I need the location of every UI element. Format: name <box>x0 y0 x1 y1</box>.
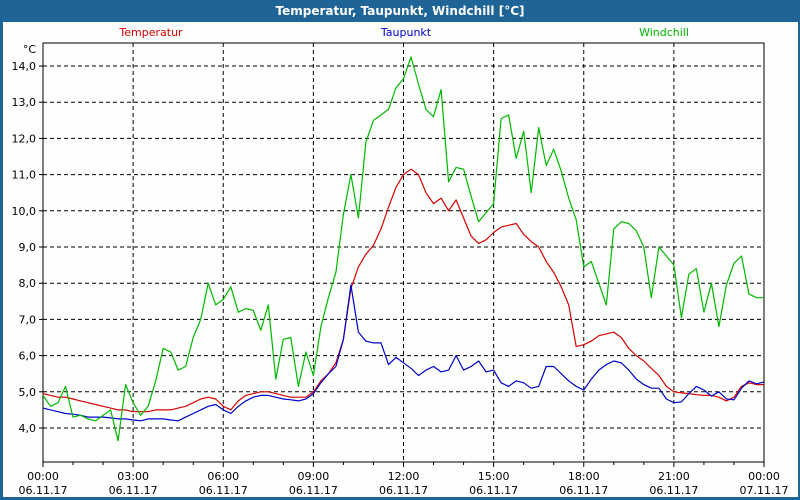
svg-text:10,0: 10,0 <box>12 205 37 218</box>
svg-text:4,0: 4,0 <box>19 422 37 435</box>
svg-text:09:00: 09:00 <box>298 470 330 483</box>
svg-text:06.11.17: 06.11.17 <box>469 484 518 497</box>
svg-text:14,0: 14,0 <box>12 60 37 73</box>
svg-text:06:00: 06:00 <box>207 470 239 483</box>
svg-text:5,0: 5,0 <box>19 386 37 399</box>
svg-text:7,0: 7,0 <box>19 313 37 326</box>
svg-text:07.11.17: 07.11.17 <box>740 484 789 497</box>
svg-text:18:00: 18:00 <box>568 470 600 483</box>
svg-text:12,0: 12,0 <box>12 132 37 145</box>
svg-text:12:00: 12:00 <box>388 470 420 483</box>
svg-text:6,0: 6,0 <box>19 350 37 363</box>
svg-text:06.11.17: 06.11.17 <box>649 484 698 497</box>
svg-text:9,0: 9,0 <box>19 241 37 254</box>
svg-text:°C: °C <box>23 43 37 56</box>
svg-text:15:00: 15:00 <box>478 470 510 483</box>
legend-temperatur: Temperatur <box>119 26 183 39</box>
svg-text:11,0: 11,0 <box>12 169 37 182</box>
svg-text:06.11.17: 06.11.17 <box>19 484 68 497</box>
window-title-bar: Temperatur, Taupunkt, Windchill [°C] <box>0 0 800 22</box>
window-title: Temperatur, Taupunkt, Windchill [°C] <box>275 4 525 18</box>
legend-windchill: Windchill <box>639 26 689 39</box>
svg-text:21:00: 21:00 <box>658 470 690 483</box>
svg-text:06.11.17: 06.11.17 <box>289 484 338 497</box>
svg-text:06.11.17: 06.11.17 <box>109 484 158 497</box>
svg-text:06.11.17: 06.11.17 <box>379 484 428 497</box>
svg-text:00:00: 00:00 <box>748 470 780 483</box>
svg-text:8,0: 8,0 <box>19 277 37 290</box>
svg-text:03:00: 03:00 <box>117 470 149 483</box>
legend-taupunkt: Taupunkt <box>380 26 432 39</box>
svg-text:00:00: 00:00 <box>27 470 59 483</box>
svg-text:06.11.17: 06.11.17 <box>199 484 248 497</box>
svg-text:13,0: 13,0 <box>12 96 37 109</box>
svg-text:06.11.17: 06.11.17 <box>559 484 608 497</box>
